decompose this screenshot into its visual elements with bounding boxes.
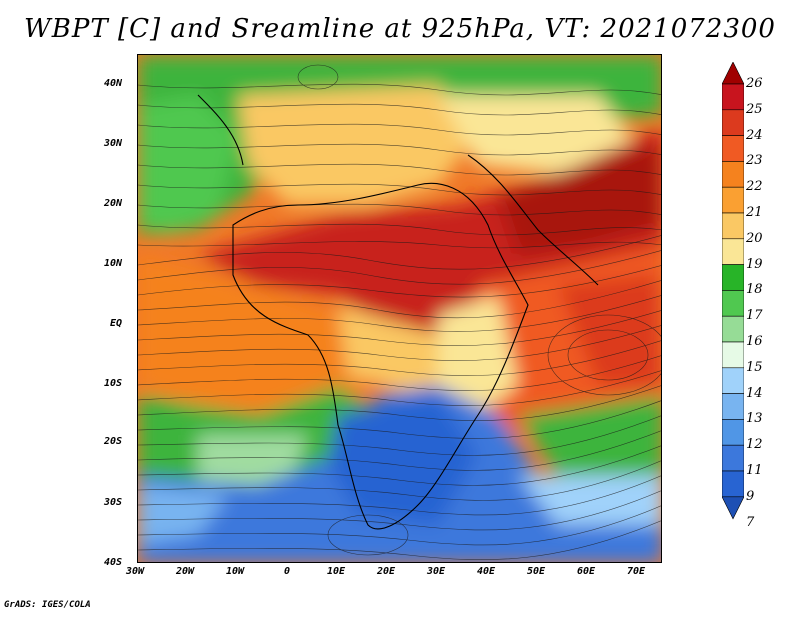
y-tick-label: 20S xyxy=(104,436,123,447)
colorbar-label: 19 xyxy=(746,256,763,272)
colorbar-cell xyxy=(722,470,744,498)
colorbar-label: 22 xyxy=(746,179,763,195)
colorbar-label: 16 xyxy=(746,334,763,349)
colorbar-label: 25 xyxy=(746,101,763,117)
colorbar-cell xyxy=(722,393,744,420)
colorbar-cell xyxy=(722,264,744,291)
colorbar-label: 24 xyxy=(746,127,763,143)
x-tick-label: 30W xyxy=(126,566,145,577)
y-tick-label: EQ xyxy=(110,318,123,329)
colorbar-cell xyxy=(722,496,744,520)
y-tick-label: 30S xyxy=(104,497,123,508)
colorbar-label: 21 xyxy=(746,205,763,220)
streamlines xyxy=(138,64,661,561)
colorbar-label: 13 xyxy=(746,411,763,427)
y-tick-label: 20N xyxy=(104,198,123,209)
colorbar-label: 12 xyxy=(746,437,763,453)
colorbar-label: 17 xyxy=(746,308,763,324)
x-tick-label: 40E xyxy=(477,566,496,577)
colorbar-cell xyxy=(722,161,744,188)
colorbar-cell xyxy=(722,367,744,394)
colorbar-cell xyxy=(722,186,744,214)
colorbar-label: 26 xyxy=(746,76,763,91)
y-tick-label: 30N xyxy=(104,138,123,149)
y-tick-label: 40S xyxy=(104,557,123,568)
x-tick-label: 50E xyxy=(527,566,546,577)
colorbar-cell xyxy=(722,341,744,369)
colorbar-label: 20 xyxy=(746,230,763,246)
grads-credit: GrADS: IGES/COLA xyxy=(4,600,91,610)
colorbar-cell xyxy=(722,62,744,85)
colorbar-cell xyxy=(722,444,744,472)
x-tick-label: 20E xyxy=(377,566,396,577)
map-panel xyxy=(137,54,662,563)
x-tick-label: 60E xyxy=(577,566,596,577)
colorbar-label: 11 xyxy=(746,463,763,478)
colorbar-label: 9 xyxy=(746,488,755,504)
colorbar-label: 18 xyxy=(746,282,763,298)
x-tick-label: 10W xyxy=(226,566,245,577)
x-tick-label: 70E xyxy=(627,566,646,577)
coastlines xyxy=(197,94,599,530)
y-tick-label: 10S xyxy=(104,378,123,389)
x-tick-label: 0 xyxy=(284,566,291,577)
y-tick-label: 40N xyxy=(104,78,123,89)
colorbar-label: 23 xyxy=(746,153,763,169)
colorbar-label: 15 xyxy=(746,359,763,375)
colorbar-cell xyxy=(722,212,744,240)
colorbar-cell xyxy=(722,109,744,136)
y-tick-label: 10N xyxy=(104,258,123,269)
x-tick-label: 10E xyxy=(327,566,346,577)
colorbar-cell xyxy=(722,83,744,111)
colorbar-cell xyxy=(722,290,744,317)
x-tick-label: 20W xyxy=(176,566,195,577)
colorbar xyxy=(722,62,744,520)
colorbar-cell xyxy=(722,135,744,162)
colorbar-label: 7 xyxy=(746,514,755,530)
colorbar-cell xyxy=(722,419,744,446)
wbpt-field-map xyxy=(138,55,661,562)
colorbar-cell xyxy=(722,315,744,343)
map-title: WBPT [C] and Sreamline at 925hPa, VT: 20… xyxy=(24,14,776,44)
colorbar-cell xyxy=(722,238,744,265)
colorbar-label: 14 xyxy=(746,385,763,401)
x-tick-label: 30E xyxy=(427,566,446,577)
